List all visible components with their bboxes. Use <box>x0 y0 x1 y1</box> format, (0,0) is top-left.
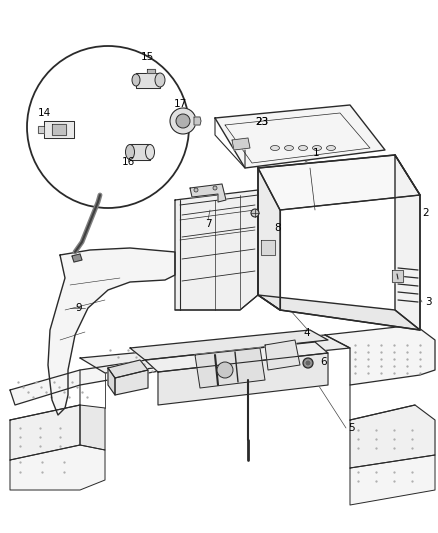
Polygon shape <box>195 348 265 388</box>
Polygon shape <box>258 168 280 310</box>
Text: 7: 7 <box>205 219 211 229</box>
Polygon shape <box>325 325 435 385</box>
Text: 6: 6 <box>320 357 327 367</box>
Polygon shape <box>158 353 328 405</box>
Polygon shape <box>72 254 82 262</box>
Circle shape <box>305 360 311 366</box>
Text: 15: 15 <box>140 52 154 62</box>
Polygon shape <box>10 445 105 490</box>
Ellipse shape <box>132 74 140 86</box>
Ellipse shape <box>271 146 279 150</box>
Circle shape <box>217 362 233 378</box>
Ellipse shape <box>312 146 321 150</box>
Text: 5: 5 <box>348 423 355 433</box>
Polygon shape <box>261 240 275 255</box>
Polygon shape <box>350 405 435 468</box>
Text: 9: 9 <box>75 303 82 313</box>
Circle shape <box>27 46 189 208</box>
Polygon shape <box>258 155 420 210</box>
Polygon shape <box>395 155 420 330</box>
Polygon shape <box>38 126 44 133</box>
Polygon shape <box>258 295 420 330</box>
Polygon shape <box>145 342 328 372</box>
Polygon shape <box>52 124 66 135</box>
Text: 3: 3 <box>425 297 431 307</box>
Polygon shape <box>115 370 148 395</box>
Circle shape <box>170 108 196 134</box>
Ellipse shape <box>285 146 293 150</box>
Text: 2: 2 <box>422 208 429 218</box>
Polygon shape <box>80 405 105 450</box>
Text: 4: 4 <box>304 328 310 338</box>
Polygon shape <box>80 335 350 373</box>
Polygon shape <box>130 144 150 160</box>
Ellipse shape <box>145 144 155 159</box>
Polygon shape <box>232 138 250 150</box>
Polygon shape <box>175 190 258 310</box>
Polygon shape <box>108 360 148 378</box>
Ellipse shape <box>126 144 134 159</box>
Polygon shape <box>194 117 201 125</box>
Polygon shape <box>108 368 115 395</box>
Text: 23: 23 <box>255 117 268 127</box>
Circle shape <box>303 358 313 368</box>
Polygon shape <box>10 405 80 460</box>
Polygon shape <box>130 330 328 360</box>
Polygon shape <box>350 455 435 505</box>
Ellipse shape <box>326 146 336 150</box>
Text: 1: 1 <box>313 148 319 158</box>
Text: 23: 23 <box>255 117 268 127</box>
Polygon shape <box>10 358 165 405</box>
Circle shape <box>176 114 190 128</box>
Polygon shape <box>392 270 403 282</box>
Text: 14: 14 <box>37 108 51 118</box>
Text: 17: 17 <box>173 99 187 109</box>
Ellipse shape <box>155 73 165 87</box>
Text: 8: 8 <box>275 223 281 233</box>
Circle shape <box>194 188 198 192</box>
Polygon shape <box>147 69 155 73</box>
Circle shape <box>213 186 217 190</box>
Text: 16: 16 <box>121 157 134 167</box>
Circle shape <box>251 209 259 217</box>
Polygon shape <box>44 121 74 138</box>
Polygon shape <box>190 184 226 202</box>
Polygon shape <box>48 248 175 415</box>
Polygon shape <box>136 73 160 88</box>
Polygon shape <box>215 105 385 168</box>
Ellipse shape <box>299 146 307 150</box>
Polygon shape <box>265 340 300 370</box>
